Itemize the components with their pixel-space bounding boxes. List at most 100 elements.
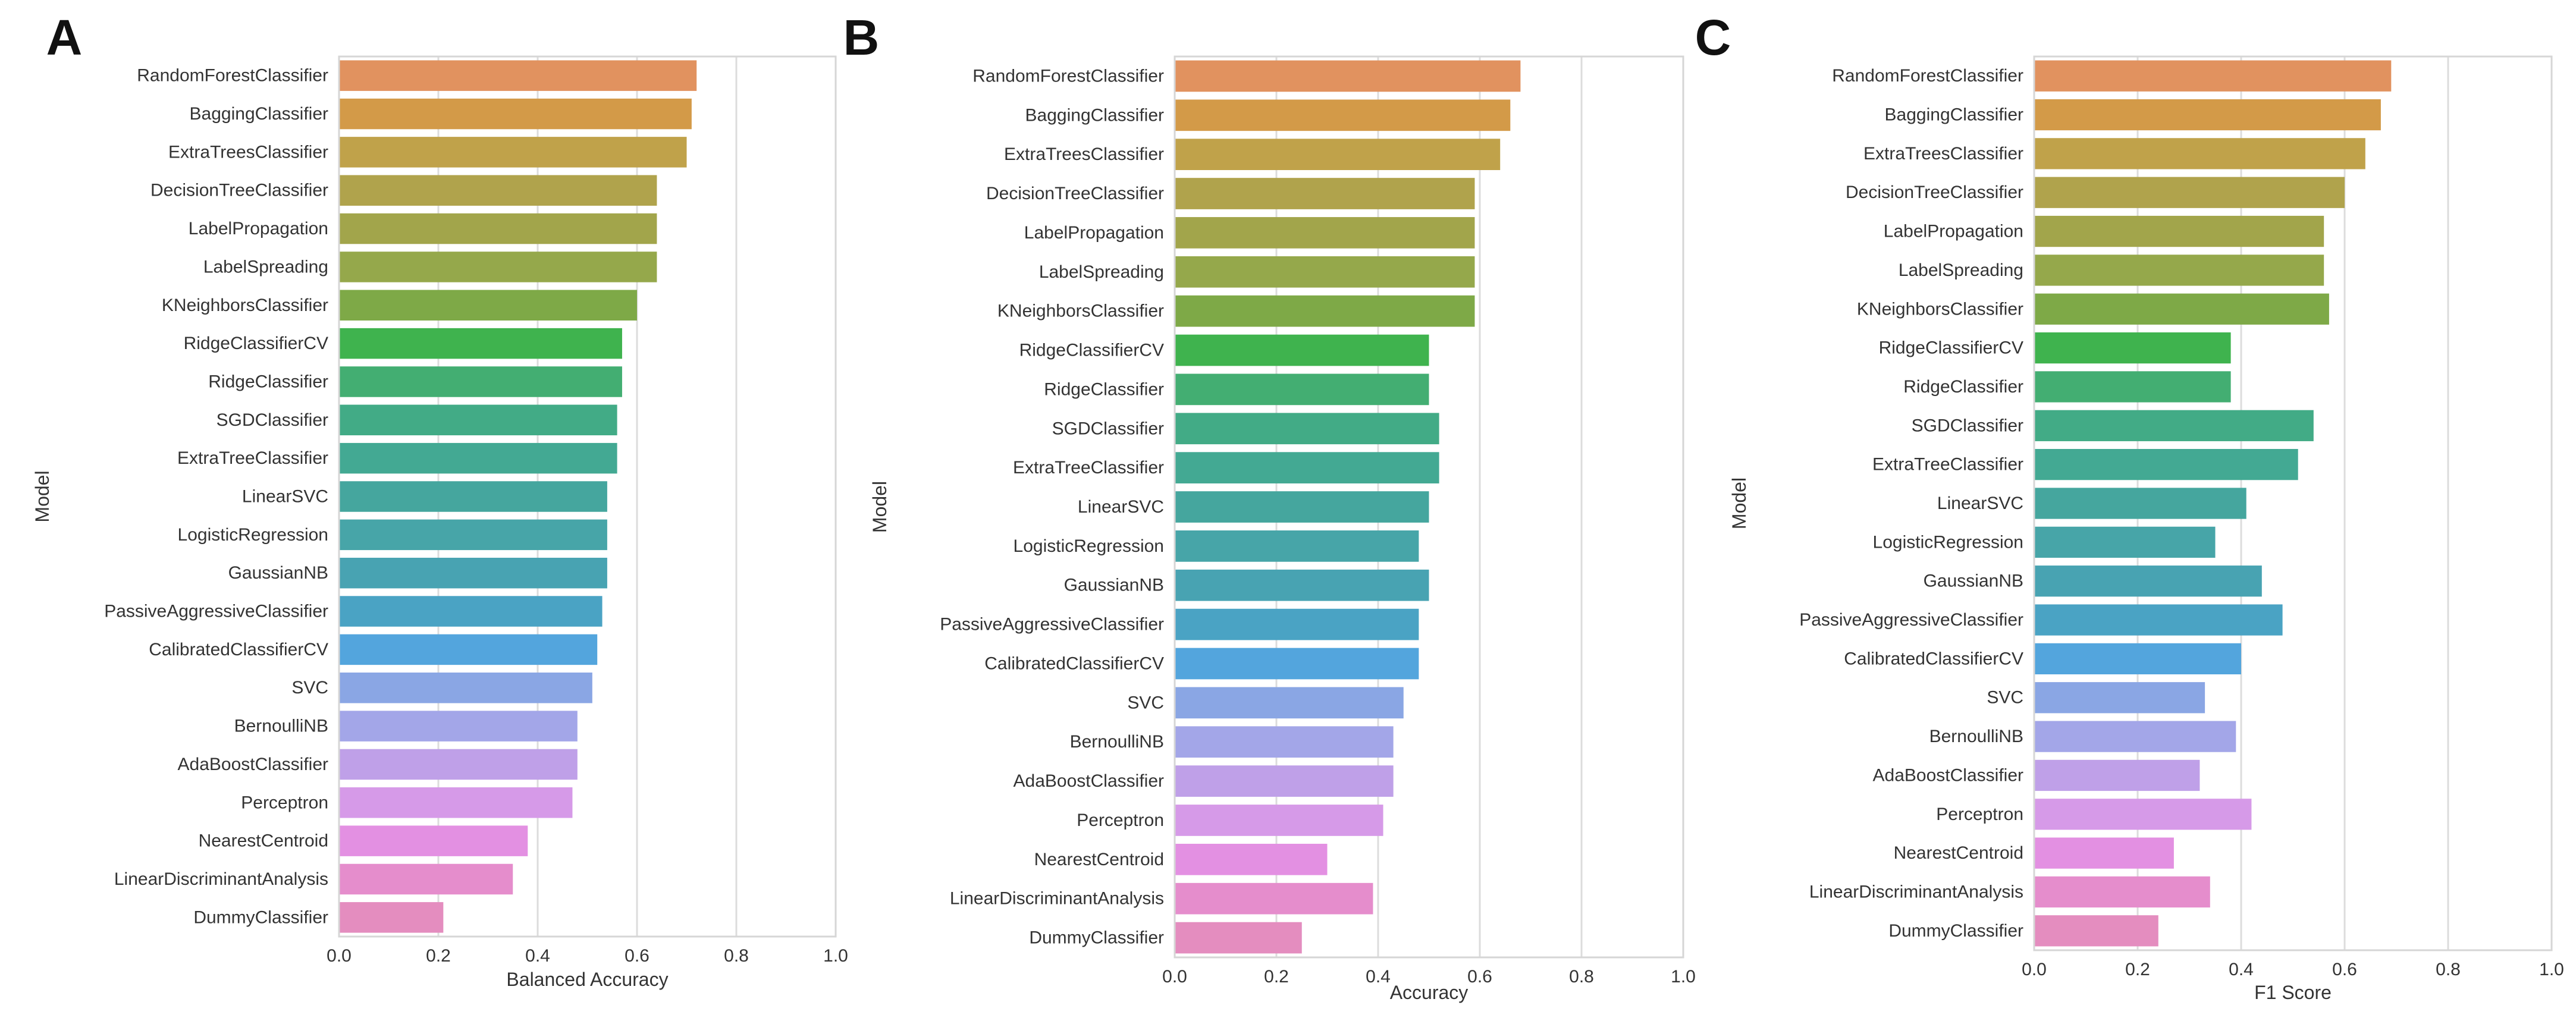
category-label: RidgeClassifierCV <box>1879 338 2023 358</box>
category-label: LinearDiscriminantAnalysis <box>1809 882 2023 901</box>
panel-letter: C <box>1695 10 1731 65</box>
category-label: LogisticRegression <box>1014 536 1164 556</box>
bar-labelpropagation <box>1175 217 1475 249</box>
category-label: LabelPropagation <box>1024 223 1164 243</box>
x-tick-label: 0.6 <box>625 946 650 966</box>
bar-adaboostclassifier <box>1175 765 1394 797</box>
category-label: LabelSpreading <box>1899 260 2023 280</box>
bar-calibratedclassifiercv <box>2034 643 2241 675</box>
bar-passiveaggressiveclassifier <box>339 596 603 627</box>
bar-lineardiscriminantanalysis <box>339 863 513 895</box>
x-tick-label: 0.8 <box>724 946 749 966</box>
category-label: AdaBoostClassifier <box>1873 765 2023 785</box>
bar-ridgeclassifiercv <box>339 328 622 359</box>
bar-extratreeclassifier <box>2034 449 2298 480</box>
y-axis-title: Model <box>1728 477 1750 529</box>
bar-lineardiscriminantanalysis <box>1175 882 1373 915</box>
bar-svc <box>2034 682 2205 714</box>
bar-svc <box>1175 687 1404 719</box>
bar-sgdclassifier <box>2034 410 2314 441</box>
bar-baggingclassifier <box>339 98 692 130</box>
bar-ridgeclassifiercv <box>1175 334 1429 366</box>
x-tick-label: 0.6 <box>2332 960 2357 979</box>
bar-sgdclassifier <box>1175 413 1439 445</box>
bar-adaboostclassifier <box>2034 759 2200 791</box>
x-tick-label: 1.0 <box>1671 967 1696 987</box>
category-label: LogisticRegression <box>178 525 328 545</box>
category-label: LinearSVC <box>242 487 328 507</box>
bar-passiveaggressiveclassifier <box>1175 608 1419 640</box>
bar-gaussiannb <box>339 557 607 589</box>
bar-perceptron <box>2034 799 2252 830</box>
category-label: LinearSVC <box>1078 497 1164 517</box>
x-tick-label: 0.2 <box>2125 960 2150 979</box>
x-tick-label: 0.2 <box>426 946 451 966</box>
x-axis-title: F1 Score <box>2254 982 2332 1003</box>
category-label: BernoulliNB <box>1070 732 1164 752</box>
category-label: ExtraTreesClassifier <box>1004 144 1164 164</box>
bar-logisticregression <box>1175 530 1419 562</box>
category-label: RidgeClassifierCV <box>184 334 328 353</box>
panel-a: A RandomForestClassifier BaggingClassifier… <box>32 10 848 990</box>
category-label: ExtraTreeClassifier <box>177 448 328 468</box>
bar-linearsvc <box>1175 491 1429 523</box>
category-label: ExtraTreesClassifier <box>1863 144 2023 164</box>
panel-letter: B <box>843 10 880 65</box>
x-tick-label: 1.0 <box>823 946 848 966</box>
category-label: RidgeClassifier <box>208 372 328 391</box>
category-label: CalibratedClassifierCV <box>984 654 1164 673</box>
bar-randomforestclassifier <box>1175 60 1521 92</box>
x-tick-label: 0.0 <box>327 946 352 966</box>
bar-labelspreading <box>2034 255 2324 286</box>
y-axis-title: Model <box>869 481 890 533</box>
category-label: LabelSpreading <box>1039 262 1164 282</box>
bar-randomforestclassifier <box>2034 60 2392 92</box>
category-label: DecisionTreeClassifier <box>150 181 328 200</box>
category-label: LabelPropagation <box>1884 222 2023 241</box>
bar-labelspreading <box>339 252 657 282</box>
category-label: SVC <box>291 678 328 698</box>
category-label: BernoulliNB <box>1929 727 2023 746</box>
category-label: NearestCentroid <box>199 831 328 851</box>
bar-nearestcentroid <box>1175 843 1328 875</box>
plot-frame <box>338 55 837 938</box>
category-label: DummyClassifier <box>1888 921 2023 941</box>
category-label: PassiveAggressiveClassifier <box>104 602 328 621</box>
bar-lineardiscriminantanalysis <box>2034 876 2210 908</box>
category-label: KNeighborsClassifier <box>162 296 328 315</box>
category-label: RidgeClassifier <box>1044 379 1164 399</box>
bar-decisiontreeclassifier <box>1175 178 1475 209</box>
category-label: LinearDiscriminantAnalysis <box>950 889 1164 909</box>
category-label: LabelSpreading <box>203 257 328 277</box>
bar-baggingclassifier <box>1175 99 1511 131</box>
y-axis-title: Model <box>32 470 53 522</box>
category-label: KNeighborsClassifier <box>997 301 1164 321</box>
category-label: BaggingClassifier <box>1885 105 2023 125</box>
category-label: KNeighborsClassifier <box>1857 299 2023 319</box>
bar-passiveaggressiveclassifier <box>2034 604 2283 636</box>
bar-nearestcentroid <box>339 825 528 856</box>
bar-extratreesclassifier <box>1175 139 1501 171</box>
bar-perceptron <box>1175 805 1383 836</box>
category-label: GaussianNB <box>1064 576 1164 595</box>
category-label: Perceptron <box>241 793 328 812</box>
category-label: DecisionTreeClassifier <box>986 184 1164 203</box>
bar-labelpropagation <box>339 213 657 244</box>
category-label: BaggingClassifier <box>190 104 328 124</box>
x-tick-label: 0.4 <box>525 946 550 966</box>
category-label: GaussianNB <box>1924 571 2023 591</box>
category-label: SVC <box>1127 693 1164 712</box>
bar-gaussiannb <box>2034 566 2262 597</box>
bar-gaussiannb <box>1175 569 1429 601</box>
bar-bernoullinb <box>2034 721 2236 752</box>
category-label: CalibratedClassifierCV <box>149 640 328 659</box>
category-label: BernoulliNB <box>234 717 328 736</box>
category-label: BaggingClassifier <box>1025 105 1164 125</box>
bar-randomforestclassifier <box>339 60 697 91</box>
bar-bernoullinb <box>339 711 578 742</box>
category-label: PassiveAggressiveClassifier <box>1799 610 2023 630</box>
category-label: Perceptron <box>1077 810 1164 830</box>
bar-dummyclassifier <box>2034 915 2158 947</box>
bar-logisticregression <box>2034 526 2216 558</box>
bar-bernoullinb <box>1175 726 1394 758</box>
